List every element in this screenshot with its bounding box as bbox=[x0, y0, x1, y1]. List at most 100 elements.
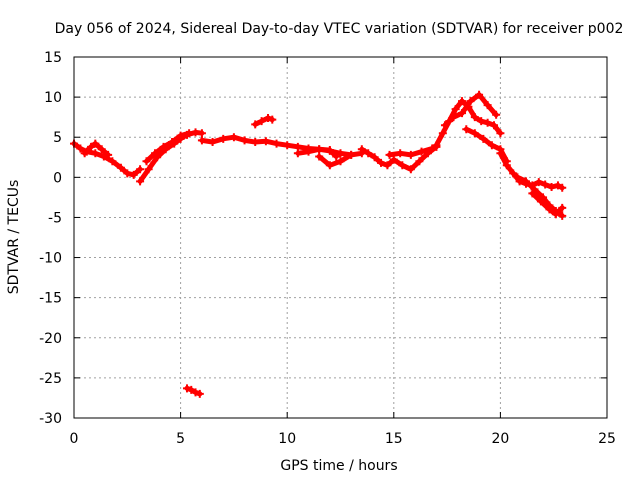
data-point bbox=[123, 169, 132, 178]
data-point bbox=[385, 150, 394, 159]
data-point bbox=[470, 113, 479, 122]
data-point bbox=[547, 182, 556, 191]
data-series-sdtvar bbox=[70, 90, 567, 398]
data-point bbox=[545, 205, 554, 214]
data-point bbox=[251, 120, 260, 129]
x-tick-label: 0 bbox=[70, 431, 79, 447]
data-point bbox=[534, 178, 543, 187]
y-tick-label: -30 bbox=[39, 411, 62, 427]
data-point bbox=[492, 110, 501, 119]
data-point bbox=[383, 161, 392, 170]
data-point bbox=[357, 145, 366, 154]
data-point bbox=[332, 152, 341, 161]
data-point bbox=[272, 139, 281, 148]
data-point bbox=[483, 118, 492, 127]
data-point bbox=[91, 139, 100, 148]
data-point bbox=[219, 134, 228, 143]
data-point bbox=[521, 177, 530, 186]
data-point bbox=[151, 149, 160, 158]
data-point bbox=[108, 157, 117, 166]
data-point bbox=[466, 97, 475, 106]
data-point bbox=[398, 161, 407, 170]
data-point bbox=[396, 149, 405, 158]
data-point bbox=[528, 189, 537, 198]
data-point bbox=[509, 169, 518, 178]
data-point bbox=[513, 173, 522, 182]
data-point bbox=[449, 113, 458, 122]
data-point bbox=[483, 101, 492, 110]
data-point bbox=[80, 149, 89, 158]
y-tick-label: 0 bbox=[53, 170, 62, 186]
y-axis-label: SDTVAR / TECUs bbox=[6, 180, 22, 295]
data-point bbox=[197, 129, 206, 138]
data-point bbox=[406, 165, 415, 174]
data-point bbox=[91, 149, 100, 158]
data-point bbox=[377, 158, 386, 167]
data-point bbox=[187, 385, 196, 394]
data-point bbox=[541, 180, 550, 189]
data-point bbox=[438, 129, 447, 138]
grid bbox=[74, 57, 607, 418]
data-point bbox=[451, 105, 460, 114]
y-tick-label: -25 bbox=[39, 371, 62, 387]
data-point bbox=[502, 161, 511, 170]
plot-frame bbox=[73, 56, 608, 419]
data-point bbox=[470, 129, 479, 138]
data-point bbox=[144, 165, 153, 174]
data-point bbox=[458, 97, 467, 106]
data-point bbox=[496, 149, 505, 158]
data-point bbox=[136, 165, 145, 174]
data-point bbox=[558, 203, 567, 212]
data-point bbox=[229, 133, 238, 142]
data-point bbox=[558, 183, 567, 192]
data-point bbox=[304, 147, 313, 156]
x-tick-label: 15 bbox=[385, 431, 403, 447]
data-point bbox=[415, 157, 424, 166]
data-point bbox=[496, 129, 505, 138]
data-point bbox=[553, 181, 562, 190]
data-point bbox=[370, 153, 379, 162]
data-point bbox=[487, 141, 496, 150]
y-tick-label: -5 bbox=[48, 210, 62, 226]
x-tick-label: 25 bbox=[598, 431, 616, 447]
data-point bbox=[104, 150, 113, 159]
data-point bbox=[264, 113, 273, 122]
data-point bbox=[475, 90, 484, 99]
data-point bbox=[347, 150, 356, 159]
y-tick-label: 15 bbox=[44, 50, 62, 66]
data-point bbox=[159, 142, 168, 151]
data-point bbox=[191, 388, 200, 397]
data-point bbox=[257, 117, 266, 126]
data-point bbox=[129, 170, 138, 179]
data-point bbox=[208, 138, 217, 147]
data-point bbox=[462, 125, 471, 134]
data-point bbox=[268, 115, 277, 124]
data-point bbox=[389, 155, 398, 164]
y-tick-label: 10 bbox=[44, 90, 62, 106]
data-point bbox=[136, 177, 145, 186]
data-point bbox=[325, 146, 334, 155]
data-point bbox=[283, 141, 292, 150]
data-point bbox=[76, 144, 85, 153]
data-point bbox=[293, 149, 302, 158]
y-tick-label: 5 bbox=[53, 130, 62, 146]
data-point bbox=[261, 137, 270, 146]
y-tick-label: -20 bbox=[39, 331, 62, 347]
data-point bbox=[87, 142, 96, 151]
y-axis: -30 -25 -20 -15 -10 -5 0 5 10 15 bbox=[39, 50, 607, 427]
data-point bbox=[458, 109, 467, 118]
data-point bbox=[185, 129, 194, 138]
data-point bbox=[336, 149, 345, 158]
data-point bbox=[240, 136, 249, 145]
data-point bbox=[490, 121, 499, 130]
x-tick-label: 20 bbox=[491, 431, 509, 447]
data-point bbox=[97, 145, 106, 154]
data-point bbox=[477, 117, 486, 126]
data-point bbox=[406, 150, 415, 159]
data-point bbox=[558, 211, 567, 220]
x-axis-label: GPS time / hours bbox=[280, 458, 397, 474]
data-point bbox=[536, 197, 545, 206]
x-tick-label: 10 bbox=[278, 431, 296, 447]
